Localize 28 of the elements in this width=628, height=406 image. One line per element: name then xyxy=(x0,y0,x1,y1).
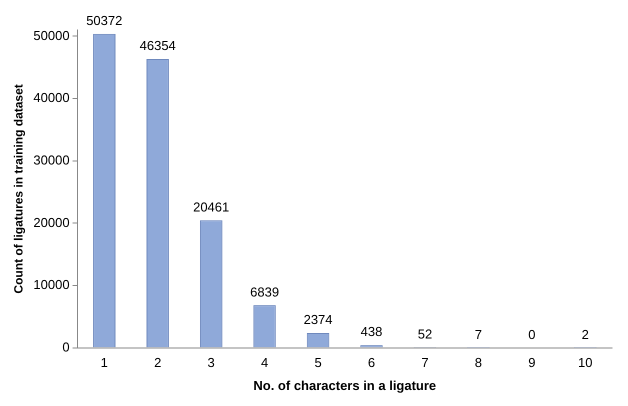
x-tick-label: 10 xyxy=(578,355,593,370)
data-label: 6839 xyxy=(250,284,280,300)
y-tick-label: 30000 xyxy=(33,152,70,168)
x-axis-title: No. of characters in a ligature xyxy=(253,378,436,393)
data-label: 46354 xyxy=(140,38,176,54)
data-label: 7 xyxy=(474,326,482,342)
data-label: 2374 xyxy=(304,312,333,328)
data-label: 50372 xyxy=(86,12,122,28)
x-tick-label: 4 xyxy=(260,355,268,370)
y-tick-label: 40000 xyxy=(33,90,70,106)
y-tick-label: 0 xyxy=(62,339,70,354)
x-tick-label: 9 xyxy=(528,355,536,370)
y-tick-label: 10000 xyxy=(33,277,70,292)
x-tick-label: 5 xyxy=(314,355,322,370)
data-label: 52 xyxy=(418,326,432,342)
y-tick-label: 20000 xyxy=(33,214,70,230)
y-axis-title: Count of ligatures in training dataset xyxy=(12,84,26,294)
x-tick-label: 7 xyxy=(421,355,429,370)
data-label: 438 xyxy=(360,324,382,340)
x-tick-label: 6 xyxy=(368,355,376,370)
data-label: 0 xyxy=(528,326,536,342)
data-label: 2 xyxy=(582,326,589,342)
x-tick-label: 1 xyxy=(100,355,108,370)
y-tick-label: 50000 xyxy=(33,28,70,43)
data-label: 20461 xyxy=(193,199,230,214)
x-tick-label: 2 xyxy=(154,355,162,370)
x-tick-label: 8 xyxy=(474,355,482,370)
x-tick-label: 3 xyxy=(208,355,215,370)
